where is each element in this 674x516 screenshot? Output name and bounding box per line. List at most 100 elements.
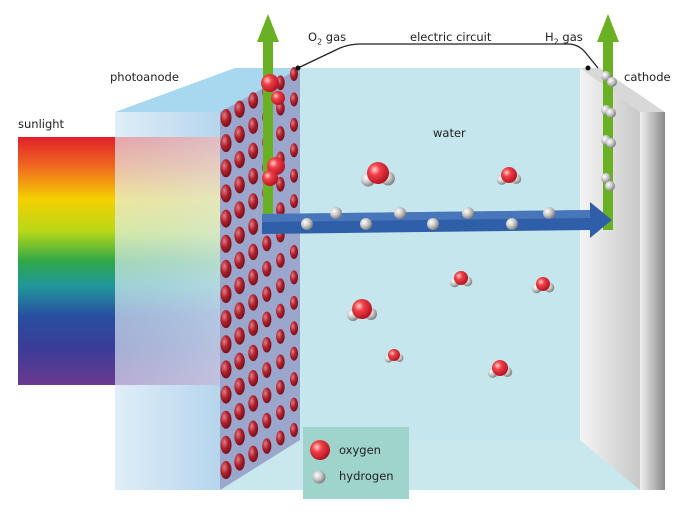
anode-dot: [220, 184, 232, 203]
oxygen-atom: [367, 162, 389, 184]
anode-dot: [220, 435, 232, 454]
electron: [330, 207, 342, 219]
electric-circuit-label: electric circuit: [410, 30, 492, 44]
o2-gas-arrow: [257, 14, 279, 230]
anode-dot: [220, 360, 232, 379]
anode-dot: [248, 92, 259, 109]
anode-dot: [248, 269, 259, 286]
anode-dot: [220, 259, 232, 278]
anode-dot: [234, 226, 245, 244]
anode-dot: [290, 67, 298, 81]
anode-dot: [276, 379, 285, 395]
anode-dot: [220, 385, 232, 404]
anode-dot: [220, 310, 232, 329]
hydrogen-bubble: [605, 181, 615, 191]
anode-dot: [248, 445, 259, 463]
hydrogen-bubble: [607, 77, 617, 87]
legend-oxygen-label: oxygen: [339, 443, 381, 457]
anode-dot: [276, 202, 285, 218]
cathode-edge: [640, 112, 665, 490]
anode-dot: [290, 92, 298, 107]
anode-dot: [248, 218, 259, 235]
legend-hydrogen-icon: [312, 470, 326, 484]
anode-dot: [290, 117, 298, 132]
anode-dot: [234, 428, 245, 446]
anode-dot: [262, 387, 272, 404]
anode-dot: [248, 117, 259, 134]
oxygen-atom: [388, 349, 400, 361]
anode-dot: [276, 405, 285, 421]
sunlight-label: sunlight: [18, 117, 65, 131]
anode-dot: [276, 430, 285, 446]
anode-dot: [290, 423, 298, 437]
anode-dot: [276, 329, 285, 344]
anode-dot: [276, 126, 285, 141]
legend-oxygen-icon: [310, 440, 330, 460]
anode-dot: [234, 352, 245, 370]
legend-hydrogen-label: hydrogen: [339, 469, 394, 483]
oxygen-atom: [501, 167, 517, 183]
hydrogen-bubble: [606, 108, 616, 118]
anode-dot: [262, 412, 272, 429]
anode-dot: [234, 277, 245, 295]
anode-dot: [262, 261, 272, 277]
photoanode-label: photoanode: [110, 70, 179, 84]
anode-dot: [262, 311, 272, 328]
anode-dot: [248, 243, 259, 261]
anode-dot: [220, 159, 232, 178]
anode-dot: [276, 253, 285, 268]
anode-dot: [248, 167, 259, 185]
hydrogen-bubble: [606, 138, 616, 148]
anode-dot: [220, 285, 232, 303]
anode-dot: [220, 335, 232, 354]
anode-dot: [290, 168, 298, 183]
electron: [394, 207, 406, 219]
anode-dot: [234, 201, 245, 219]
oxygen-bubble: [262, 170, 278, 186]
anode-terminal: [295, 65, 301, 71]
anode-dot: [234, 251, 245, 269]
anode-dot: [290, 372, 298, 387]
anode-dot: [262, 362, 272, 378]
anode-dot: [234, 377, 245, 395]
anode-dot: [248, 142, 259, 160]
oxygen-atom: [454, 271, 468, 285]
anode-dot: [248, 420, 259, 437]
anode-dot: [262, 286, 272, 302]
anode-dot: [248, 344, 259, 362]
molecules: [261, 71, 617, 378]
photoanode-glass-top: [115, 68, 300, 112]
electron: [506, 218, 518, 230]
anode-dot: [290, 270, 298, 285]
h2-gas-arrow: [597, 14, 619, 230]
anode-dot: [234, 453, 245, 471]
oxygen-atom: [536, 277, 550, 291]
anode-dot: [220, 461, 232, 479]
anode-dot: [262, 336, 272, 353]
anode-dot: [234, 176, 245, 194]
anode-dot: [290, 245, 298, 259]
glass-haze: [115, 137, 220, 385]
anode-dot: [248, 370, 259, 387]
h2-gas-label: H2 gas: [545, 30, 583, 47]
electric-circuit-wire: [297, 43, 599, 69]
anode-dot: [234, 100, 245, 118]
anode-dot: [220, 109, 232, 127]
anode-dot: [290, 295, 298, 310]
anode-dot: [290, 346, 298, 361]
anode-dot: [220, 209, 232, 228]
water-label: water: [433, 126, 466, 140]
oxygen-atom: [352, 299, 372, 319]
anode-dot: [276, 354, 285, 370]
hydrogen-bubble: [601, 173, 611, 183]
electron: [462, 207, 474, 219]
anode-dot: [234, 125, 245, 143]
anode-dot: [220, 234, 232, 253]
anode-dot: [290, 397, 298, 412]
anode-dot: [262, 235, 272, 252]
electron: [543, 207, 555, 219]
cathode-top: [580, 68, 665, 112]
electron: [301, 218, 313, 230]
